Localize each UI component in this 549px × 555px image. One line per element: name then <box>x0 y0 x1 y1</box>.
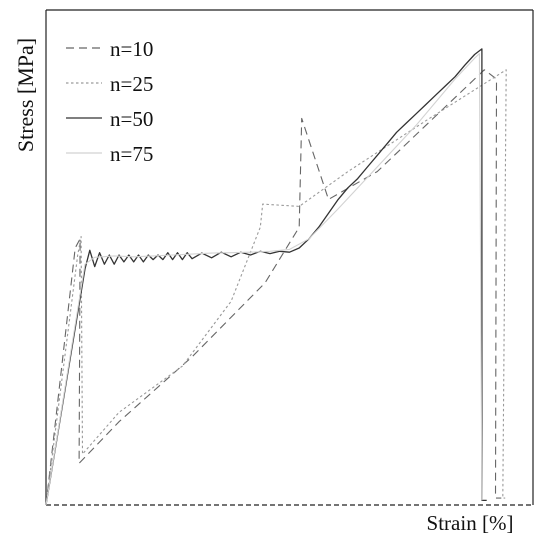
legend-label-n-75: n=75 <box>110 142 153 166</box>
series-line-n-10 <box>45 69 502 506</box>
series-line-n-25 <box>45 69 507 506</box>
legend-label-n-10: n=10 <box>110 37 153 61</box>
plot-frame <box>45 9 534 506</box>
legend-label-n-25: n=25 <box>110 72 153 96</box>
y-axis-label: Stress [MPa] <box>13 38 38 152</box>
x-axis-label: Strain [%] <box>427 511 514 535</box>
series-line-n-50 <box>45 48 487 506</box>
legend: n=10 n=25 n=50 n=75 <box>66 37 153 166</box>
legend-label-n-50: n=50 <box>110 107 153 131</box>
series-layer <box>45 48 507 506</box>
series-line-n-75 <box>45 53 483 506</box>
